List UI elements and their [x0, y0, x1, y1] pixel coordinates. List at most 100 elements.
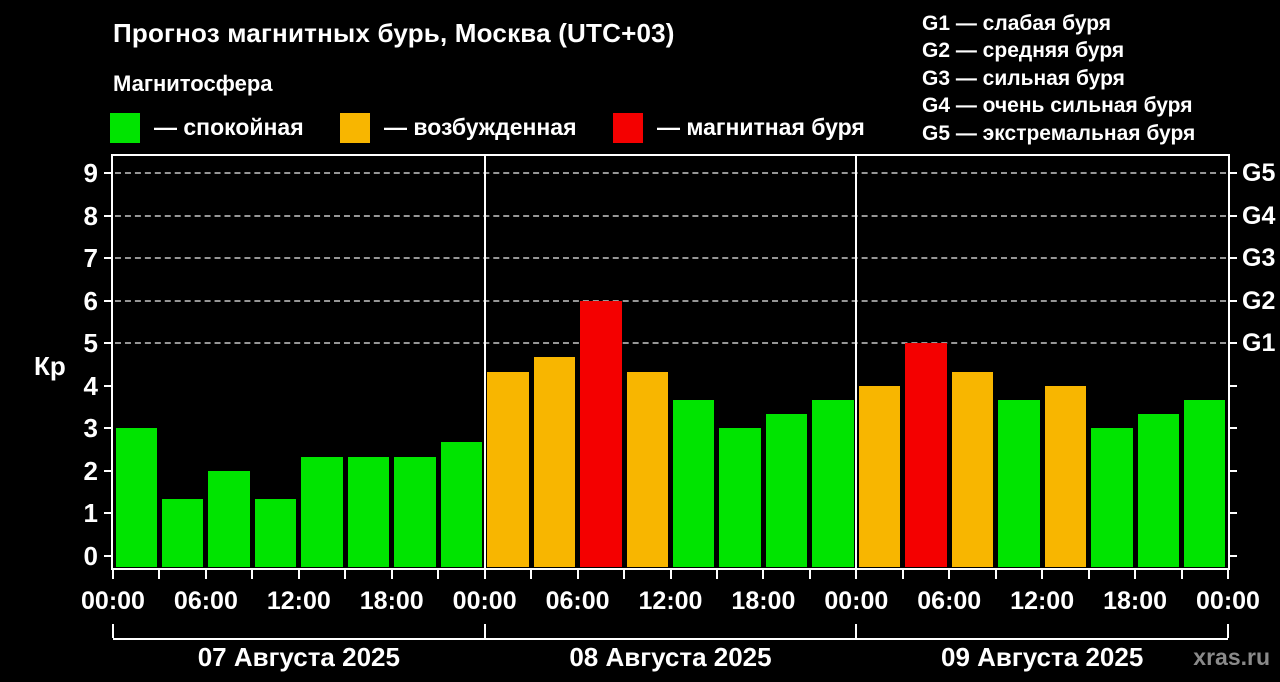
x-axis-time-label: 06:00 [173, 587, 238, 615]
kp-bar [115, 428, 157, 567]
legend-excited: — возбужденная [340, 112, 577, 143]
g-scale-tick-label: G2 [1242, 286, 1276, 315]
quiet-label: — спокойная [154, 114, 304, 140]
x-axis-tick [344, 568, 347, 579]
x-axis-time-label: 00:00 [1196, 587, 1260, 615]
x-axis-tick [576, 568, 579, 579]
x-axis-time-label: 18:00 [359, 587, 424, 615]
y-axis-title: Кр [34, 351, 66, 381]
x-axis-time-label: 00:00 [452, 587, 517, 615]
date-bracket-tick [483, 624, 486, 638]
kp-bar [673, 399, 715, 567]
y-axis-tick-label: 0 [83, 541, 98, 571]
storm-scale-g2: G2 — средняя буря [922, 39, 1125, 63]
kp-bar [487, 371, 529, 567]
page-title: Прогноз магнитных бурь, Москва (UTC+03) [113, 18, 675, 48]
storm-scale-g4: G4 — очень сильная буря [922, 94, 1193, 118]
excited-label: — возбужденная [384, 114, 577, 140]
kp-bar [580, 300, 622, 567]
kp-bar [161, 499, 204, 567]
kp-bar [1137, 414, 1180, 567]
kp-gridline [115, 299, 1226, 302]
kp-bar [208, 470, 250, 567]
x-axis-time-label: 18:00 [731, 587, 796, 615]
y-axis-tick-right [1228, 384, 1237, 387]
x-axis-tick [808, 568, 811, 579]
x-axis-tick [112, 568, 114, 579]
x-axis-tick [437, 568, 440, 579]
y-axis-tick-right [1228, 257, 1237, 260]
kp-bar [1184, 399, 1226, 567]
g-scale-tick-label: G4 [1242, 201, 1276, 230]
kp-bar [719, 428, 761, 567]
date-bracket-tick [855, 624, 858, 638]
y-axis-tick-label: 4 [83, 370, 98, 401]
kp-bar [905, 343, 947, 567]
x-axis-time-label: 12:00 [266, 587, 331, 615]
date-bracket-line [113, 638, 1228, 640]
x-axis-tick [948, 568, 951, 579]
x-axis-tick [623, 568, 626, 579]
y-axis-tick-left [104, 469, 113, 472]
x-axis-tick [1087, 568, 1090, 579]
storm-scale-g3: G3 — сильная буря [922, 66, 1125, 90]
y-axis-tick-left [104, 384, 113, 387]
legend-storm: — магнитная буря [613, 112, 865, 143]
x-axis-tick [762, 568, 765, 579]
y-axis-tick-label: 7 [83, 243, 98, 274]
x-axis-tick [715, 568, 718, 579]
y-axis-tick-right [1228, 469, 1237, 472]
y-axis-tick-left [104, 172, 113, 175]
x-axis-tick [855, 568, 858, 579]
kp-gridline [115, 214, 1226, 217]
day-separator-line [483, 155, 486, 568]
y-axis-tick-label: 1 [83, 498, 98, 529]
kp-bar [626, 371, 668, 567]
y-axis-tick-label: 8 [83, 200, 98, 231]
y-axis-tick-right [1228, 555, 1237, 557]
kp-bar [858, 385, 901, 567]
y-axis-tick-left [104, 555, 113, 557]
kp-bar [301, 456, 343, 567]
storm-label: — магнитная буря [657, 114, 865, 140]
storm-scale-legend: G1 — слабая буря G2 — средняя буря G3 — … [922, 10, 1195, 147]
x-axis-time-label: 12:00 [1010, 587, 1075, 615]
y-axis-tick-right [1228, 512, 1237, 515]
x-axis-time-label: 00:00 [824, 587, 889, 615]
y-axis-tick-left [104, 342, 113, 345]
kp-gridline [115, 172, 1226, 175]
kp-bar [254, 499, 297, 567]
date-bracket-tick [112, 624, 114, 638]
x-axis-tick [901, 568, 904, 579]
kp-bar [812, 399, 854, 567]
y-axis-tick-label: 6 [83, 285, 98, 316]
kp-bar [1044, 385, 1087, 567]
storm-color-swatch [613, 112, 643, 143]
x-axis-tick [1134, 568, 1137, 579]
x-axis-tick [669, 568, 672, 579]
kp-bar [347, 456, 390, 567]
kp-bar [765, 414, 808, 567]
g-scale-tick-label: G3 [1242, 244, 1276, 273]
x-axis-tick [1180, 568, 1183, 579]
x-axis-time-label: 18:00 [1103, 587, 1168, 615]
y-axis-tick-label: 9 [83, 158, 98, 189]
x-axis-tick [204, 568, 207, 579]
y-axis-tick-left [104, 257, 113, 260]
g-scale-tick-label: G5 [1242, 159, 1276, 188]
y-axis-tick-right [1228, 299, 1237, 302]
kp-bar [533, 357, 576, 567]
kp-bar [951, 371, 994, 567]
y-axis-tick-right [1228, 172, 1237, 175]
kp-gridline [115, 342, 1226, 345]
x-axis-tick [158, 568, 161, 579]
date-label: 08 Августа 2025 [569, 642, 772, 672]
x-axis-tick [994, 568, 997, 579]
x-axis-time-label: 06:00 [917, 587, 982, 615]
x-axis-time-label: 12:00 [638, 587, 703, 615]
x-axis-tick [1227, 568, 1229, 579]
kp-bar [1091, 428, 1133, 567]
kp-bar [998, 399, 1040, 567]
date-label: 07 Августа 2025 [197, 642, 400, 672]
x-axis-time-label: 00:00 [81, 587, 145, 615]
